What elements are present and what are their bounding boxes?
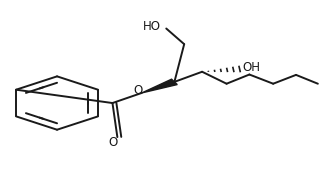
Text: OH: OH — [242, 61, 260, 74]
Text: O: O — [133, 84, 142, 97]
Polygon shape — [142, 79, 177, 93]
Text: O: O — [109, 136, 118, 149]
Text: HO: HO — [143, 20, 161, 33]
